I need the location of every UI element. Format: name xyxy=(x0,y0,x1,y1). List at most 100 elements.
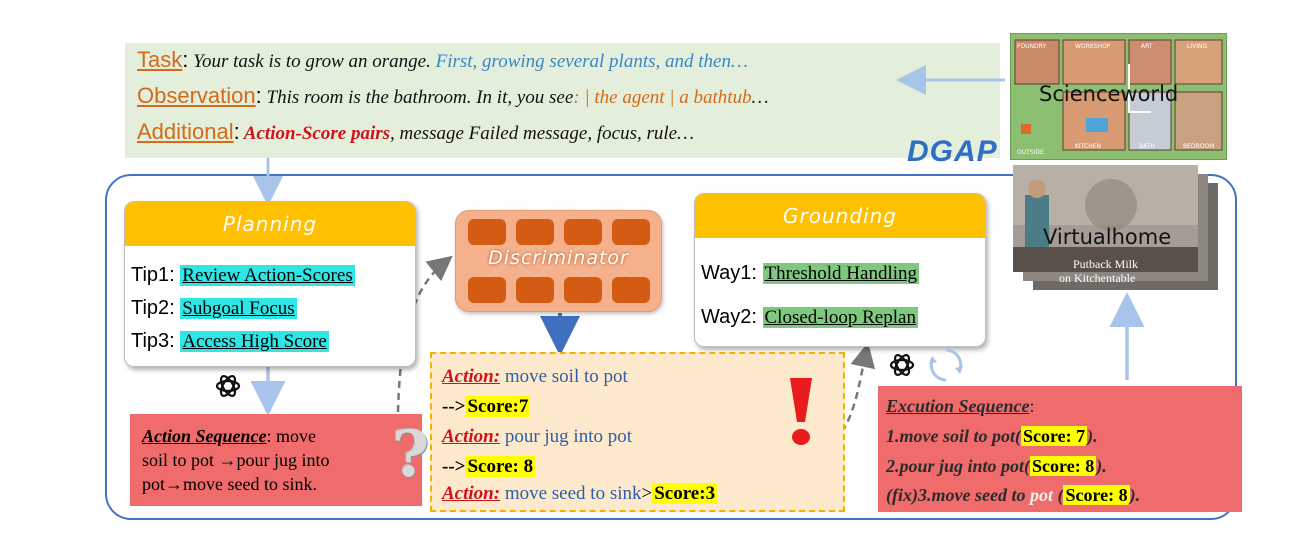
sequence-to-discriminator-arrow xyxy=(396,255,453,413)
action-sequence-text-1: : move xyxy=(266,426,317,446)
planning-card: Planning Tip1: Review Action-Scores Tip2… xyxy=(124,201,416,367)
action-1-key: Action: xyxy=(442,366,501,387)
observation-text: This room is the bathroom. In it, you se… xyxy=(261,87,574,108)
task-key: Task xyxy=(137,47,183,72)
tip-2-label: Tip2: xyxy=(131,297,181,319)
openai-logo-icon xyxy=(889,354,915,376)
way-1-label: Way1: xyxy=(701,262,763,284)
tip-1-text: Review Action-Scores xyxy=(180,265,355,286)
sw-room-label: FOUNDRY xyxy=(1017,43,1046,50)
execution-title: Excution Sequence xyxy=(886,396,1030,416)
tip-1: Tip1: Review Action-Scores xyxy=(131,264,355,287)
action-3-key: Action: xyxy=(442,483,501,504)
observation-line: Observation: This room is the bathroom. … xyxy=(137,83,768,109)
task-continuation: First, growing several plants, and then… xyxy=(430,51,748,72)
question-mark-icon: ? xyxy=(392,417,430,492)
virtualhome-scene-drawing xyxy=(1013,165,1218,290)
task-line: Task: Your task is to grow an orange. Fi… xyxy=(137,47,748,73)
execution-row-3: (fix)3.move seed to pot (Score: 8). xyxy=(886,485,1141,505)
sw-room-label: BEDROOM xyxy=(1183,143,1214,150)
way-2: Way2: Closed-loop Replan xyxy=(701,306,918,329)
discriminator-block: Discriminator xyxy=(455,210,662,312)
score-1-prefix: --> xyxy=(442,396,466,417)
action-row-2: Action: pour jug into pot xyxy=(442,426,632,448)
disc-connections xyxy=(486,244,632,278)
execution-3-score: Score: 8 xyxy=(1063,485,1130,505)
tip-1-label: Tip1: xyxy=(131,264,181,286)
execution-title-colon: : xyxy=(1029,396,1035,416)
action-sequence-key: Action Sequence xyxy=(142,426,267,446)
way-1-text: Threshold Handling xyxy=(762,263,920,284)
execution-1-score: Score: 7 xyxy=(1021,426,1088,446)
way-2-text: Closed-loop Replan xyxy=(762,307,918,328)
execution-3-pot: pot xyxy=(1029,485,1053,505)
disc-node xyxy=(564,219,602,245)
action-3-value: move seed to sink xyxy=(500,483,642,504)
observation-key: Observation xyxy=(137,83,256,108)
sw-room-label: OUTSIDE xyxy=(1017,149,1044,156)
scienceworld-map-image: FOUNDRY WORKSHOP ART LIVING OUTSIDE KITC… xyxy=(1010,33,1227,160)
disc-node xyxy=(468,219,506,245)
score-row-2: --> Score: 8 xyxy=(442,456,536,478)
action-2-key: Action: xyxy=(442,426,501,447)
sw-room-label: WORKSHOP xyxy=(1075,43,1111,50)
observation-ellipsis: … xyxy=(751,87,769,108)
tip-3: Tip3: Access High Score xyxy=(131,330,329,353)
execution-3-text: (fix)3.move seed to xyxy=(886,485,1030,505)
tip-2-text: Subgoal Focus xyxy=(180,298,297,319)
additional-key: Additional xyxy=(137,119,234,144)
score-2-prefix: --> xyxy=(442,456,466,477)
discriminator-label: Discriminator xyxy=(488,247,629,269)
additional-text: , message Failed message, focus, rule… xyxy=(390,123,694,144)
sw-room-label: BATH xyxy=(1139,143,1155,150)
execution-row-2: 2.pour jug into pot(Score: 8). xyxy=(886,456,1107,476)
virtualhome-label: Virtualhome xyxy=(1043,225,1172,249)
virtualhome-caption-1: Putback Milk xyxy=(1073,257,1138,271)
execution-2-score: Score: 8 xyxy=(1030,456,1097,476)
observation-continuation: : | the agent | a bathtub xyxy=(573,87,752,108)
score-3-prefix: > xyxy=(641,483,653,504)
action-sequence-line-1: Action Sequence: move xyxy=(142,424,316,448)
score-row-1: --> Score:7 xyxy=(442,396,531,418)
sw-room-label: LIVING xyxy=(1187,43,1207,50)
additional-line: Additional: Action-Score pairs, message … xyxy=(137,119,694,145)
openai-logo-icon xyxy=(215,375,241,397)
grounding-title: Grounding xyxy=(695,194,985,238)
prompt-box: Task: Your task is to grow an orange. Fi… xyxy=(125,43,1000,158)
action-row-3: Action: move seed to sink> Score:3 xyxy=(442,483,718,505)
execution-1-text: 1.move soil to pot xyxy=(886,426,1015,446)
execution-sequence-box: Excution Sequence: 1.move soil to pot(Sc… xyxy=(878,386,1242,512)
task-colon: : xyxy=(182,47,189,72)
additional-highlight: Action-Score pairs xyxy=(239,123,391,144)
tip-3-text: Access High Score xyxy=(180,331,329,352)
scienceworld-label: Scienceworld xyxy=(1039,82,1179,106)
planning-title: Planning xyxy=(125,202,415,246)
disc-node xyxy=(564,277,602,303)
execution-title-line: Excution Sequence: xyxy=(886,396,1035,417)
action-score-list: Action: move soil to pot --> Score:7 Acti… xyxy=(430,352,845,512)
virtualhome-caption-2: on Kitchentable xyxy=(1059,271,1136,285)
tip-3-label: Tip3: xyxy=(131,330,181,352)
execution-row-1: 1.move soil to pot(Score: 7). xyxy=(886,426,1098,446)
way-1: Way1: Threshold Handling xyxy=(701,262,920,285)
actions-to-grounding-arrow xyxy=(840,342,876,433)
action-2-value: pour jug into pot xyxy=(500,426,633,447)
disc-node xyxy=(516,277,554,303)
sw-room-label: ART xyxy=(1141,43,1153,50)
score-2: Score: 8 xyxy=(465,456,536,477)
virtualhome-scene-image: Virtualhome Putback Milk on Kitchentable xyxy=(1013,165,1218,290)
score-1: Score:7 xyxy=(465,396,531,417)
score-3: Score:3 xyxy=(652,483,718,504)
disc-node xyxy=(468,277,506,303)
dgap-frame xyxy=(105,174,1237,520)
disc-node xyxy=(516,219,554,245)
refresh-cycle-icon xyxy=(929,348,963,382)
additional-colon: : xyxy=(233,119,240,144)
sw-room-label: KITCHEN xyxy=(1075,143,1101,150)
tip-2: Tip2: Subgoal Focus xyxy=(131,297,297,320)
way-2-label: Way2: xyxy=(701,306,763,328)
action-sequence-line-2: soil to pot →pour jug into xyxy=(142,450,330,470)
disc-node xyxy=(612,277,650,303)
task-text: Your task is to grow an orange. xyxy=(188,51,431,72)
